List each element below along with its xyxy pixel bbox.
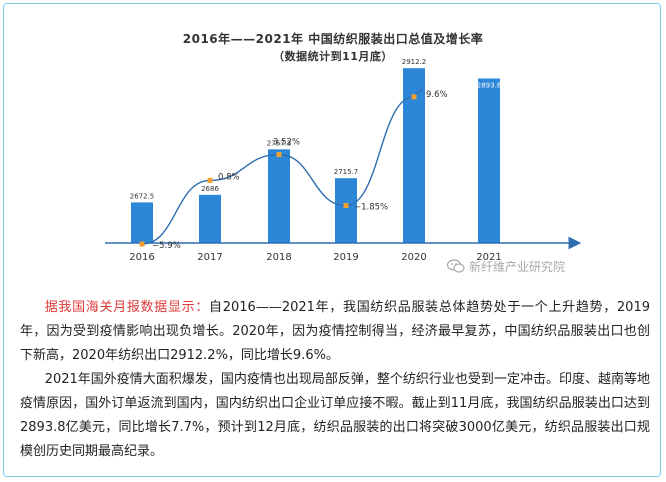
x-tick-2018: 2018 bbox=[266, 252, 291, 263]
watermark: 新纤维产业研究院 bbox=[447, 257, 565, 275]
bar-2018 bbox=[268, 149, 290, 243]
growth-marker-2017 bbox=[207, 177, 213, 183]
bar-2021 bbox=[478, 78, 500, 243]
value-label-2020: 2912.2 bbox=[402, 58, 427, 66]
article-paragraph-1-body: 自2016——2021年，我国纺织品服装总体趋势处于一个上升趋势，2019年，因… bbox=[20, 300, 650, 363]
growth-label-2019: −1.85% bbox=[354, 203, 388, 213]
value-label-2021: 2893.8 bbox=[477, 81, 502, 89]
growth-marker-2019 bbox=[343, 203, 349, 209]
bar-2019 bbox=[335, 178, 357, 243]
bar-2016 bbox=[131, 202, 153, 243]
growth-marker-2018 bbox=[276, 152, 282, 158]
value-label-2016: 2672.5 bbox=[130, 192, 155, 200]
growth-label-2020: 9.6% bbox=[426, 90, 448, 100]
value-label-2017: 2686 bbox=[201, 185, 219, 193]
chart-title: 2016年——2021年 中国纺织服装出口总值及增长率 bbox=[182, 32, 484, 46]
article-paragraph-2: 2021年国外疫情大面积爆发，国内疫情也出现局部反弹，整个纺织行业也受到一定冲击… bbox=[20, 372, 650, 459]
chart: 2672.5 2686 2767.3 2715.7 2912.2 2893.8 −5.9%… bbox=[105, 58, 582, 263]
growth-marker-2020 bbox=[411, 94, 417, 100]
growth-label-2016: −5.9% bbox=[152, 241, 181, 251]
x-tick-2021: 2021 bbox=[476, 252, 501, 263]
growth-rate-line bbox=[141, 88, 423, 245]
article-text: 据我国海关月报数据显示：自2016——2021年，我国纺织品服装总体趋势处于一个… bbox=[20, 296, 650, 464]
content-frame bbox=[3, 3, 661, 477]
x-tick-2017: 2017 bbox=[197, 252, 222, 263]
growth-marker-2016 bbox=[139, 241, 145, 247]
value-label-2019: 2715.7 bbox=[334, 168, 359, 176]
bar-2020 bbox=[403, 68, 425, 243]
bar-2017 bbox=[199, 194, 221, 243]
growth-label-2017: 0.8% bbox=[218, 172, 240, 182]
growth-label-2018: 3.52% bbox=[273, 138, 300, 148]
value-label-2018: 2767.3 bbox=[267, 139, 292, 147]
chart-subtitle: （数据统计到11月底） bbox=[273, 50, 393, 63]
article-paragraph-1: 据我国海关月报数据显示：自2016——2021年，我国纺织品服装总体趋势处于一个… bbox=[20, 296, 650, 368]
x-tick-2016: 2016 bbox=[129, 252, 154, 263]
watermark-text: 新纤维产业研究院 bbox=[469, 259, 566, 274]
x-tick-2020: 2020 bbox=[401, 252, 426, 263]
article-lead: 据我国海关月报数据显示： bbox=[44, 300, 210, 315]
wechat-icon bbox=[447, 259, 465, 273]
x-tick-2019: 2019 bbox=[333, 252, 358, 263]
